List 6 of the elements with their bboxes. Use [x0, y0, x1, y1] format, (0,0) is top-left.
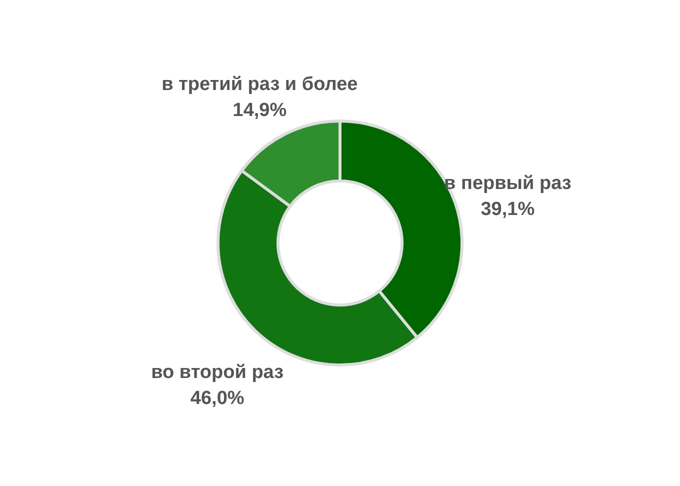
slice-label: в первый раз	[444, 173, 572, 194]
slice-label: в третий раз и более	[162, 74, 358, 96]
data-label: 39,1%	[480, 199, 535, 220]
slice-label: во второй раз	[151, 362, 284, 383]
data-label: 14,9%	[232, 100, 287, 122]
data-label: 46,0%	[190, 388, 244, 409]
